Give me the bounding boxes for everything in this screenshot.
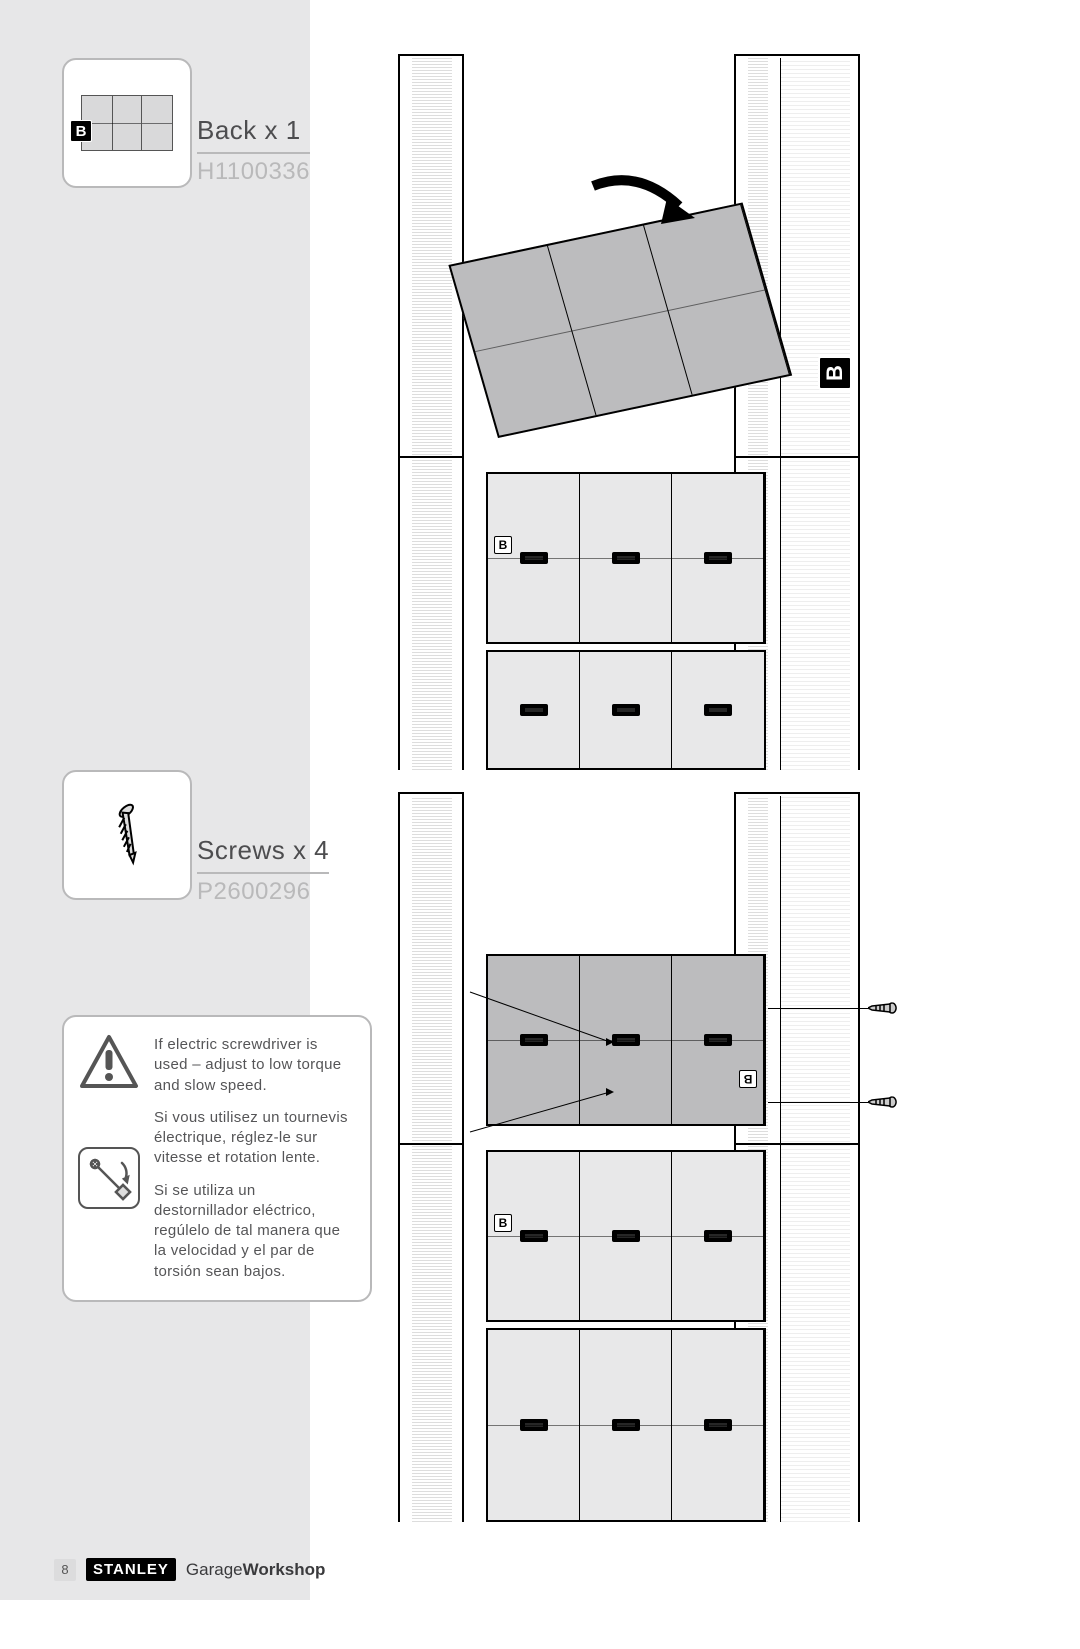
installed-back-panel: B xyxy=(486,472,766,644)
back-panel-thumbnail: B xyxy=(81,95,173,151)
part-name-screws: Screws x 4 xyxy=(197,835,329,874)
part-label-back: Back x 1 H1100336 xyxy=(197,115,310,186)
part-label-screws: Screws x 4 P2600296 xyxy=(197,835,329,906)
screw-icon xyxy=(81,789,174,882)
page-footer: 8 STANLEY GarageWorkshop xyxy=(54,1558,325,1581)
assembly-diagram-step-screws: B B xyxy=(398,792,860,1522)
panel-b-tag-3: B xyxy=(494,1214,512,1232)
installed-back-panel-2: B xyxy=(486,1150,766,1322)
panel-b-tag: B xyxy=(494,536,512,554)
installed-back-panel-lower xyxy=(486,650,766,770)
badge-b-large-icon: B xyxy=(818,356,852,390)
screw-path-left-icon xyxy=(460,982,620,1152)
warning-text-es: Si se utiliza un destornillador eléctric… xyxy=(154,1181,354,1282)
assembly-diagram-step-back-panel: B B xyxy=(398,54,860,770)
brand-product-line: GarageWorkshop xyxy=(186,1560,326,1580)
badge-b-icon: B xyxy=(70,120,92,142)
screw-indicator-icon xyxy=(868,996,898,1020)
brand-line-bold: Workshop xyxy=(243,1560,326,1579)
part-name-back: Back x 1 xyxy=(197,115,310,154)
page-number: 8 xyxy=(54,1559,76,1581)
warning-text-fr: Si vous utilisez un tournevis électrique… xyxy=(154,1108,354,1169)
warning-triangle-icon xyxy=(78,1031,140,1093)
installed-back-panel-3 xyxy=(486,1328,766,1522)
warning-box: If electric screwdriver is used – adjust… xyxy=(62,1015,372,1302)
panel-b-tag-2: B xyxy=(739,1070,757,1088)
frame-post-left xyxy=(398,54,464,770)
part-callout-back: B xyxy=(62,58,192,188)
part-callout-screws xyxy=(62,770,192,900)
part-number-back: H1100336 xyxy=(197,158,310,186)
brand-line-light: Garage xyxy=(186,1560,243,1579)
screw-indicator-icon xyxy=(868,1090,898,1114)
part-number-screws: P2600296 xyxy=(197,878,329,906)
frame-post-left-2 xyxy=(398,792,464,1522)
warning-text-en: If electric screwdriver is used – adjust… xyxy=(154,1035,354,1096)
screwdriver-setting-icon xyxy=(78,1147,140,1209)
insert-direction-arrow-icon xyxy=(583,174,703,244)
brand-badge: STANLEY xyxy=(86,1558,176,1581)
